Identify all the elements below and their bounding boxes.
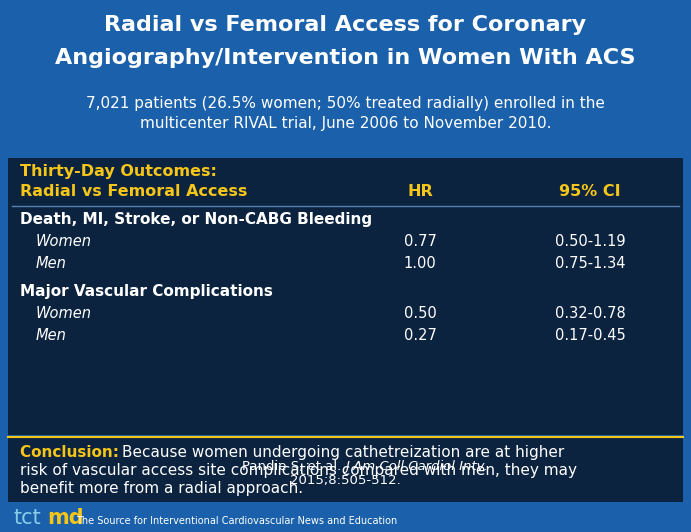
- Text: Conclusion:: Conclusion:: [20, 445, 129, 460]
- Text: md: md: [47, 508, 84, 528]
- Text: 2015;8:505-512.: 2015;8:505-512.: [290, 474, 401, 487]
- Bar: [8, 438, 683, 502]
- Text: Women: Women: [36, 306, 92, 321]
- Text: 0.50-1.19: 0.50-1.19: [555, 234, 625, 249]
- Text: 0.27: 0.27: [404, 328, 437, 343]
- Text: 1.00: 1.00: [404, 256, 437, 271]
- Text: Angiography/Intervention in Women With ACS: Angiography/Intervention in Women With A…: [55, 48, 636, 68]
- Text: J Am Coll Cardiol Intv.: J Am Coll Cardiol Intv.: [346, 460, 488, 473]
- Text: 0.77: 0.77: [404, 234, 437, 249]
- Text: Because women undergoing cathetreization are at higher: Because women undergoing cathetreization…: [122, 445, 565, 460]
- Bar: [8, 158, 683, 435]
- Text: Women: Women: [36, 234, 92, 249]
- Text: HR: HR: [407, 184, 433, 199]
- Text: 0.17-0.45: 0.17-0.45: [555, 328, 625, 343]
- Text: Major Vascular Complications: Major Vascular Complications: [20, 284, 273, 299]
- Text: risk of vascular access site complications compared with men, they may: risk of vascular access site complicatio…: [20, 463, 577, 478]
- Text: Pandie S, et al.: Pandie S, et al.: [242, 460, 346, 473]
- Text: Radial vs Femoral Access: Radial vs Femoral Access: [20, 184, 247, 199]
- Text: 0.75-1.34: 0.75-1.34: [555, 256, 625, 271]
- Text: The Source for Interventional Cardiovascular News and Education: The Source for Interventional Cardiovasc…: [76, 516, 397, 526]
- Text: Death, MI, Stroke, or Non-CABG Bleeding: Death, MI, Stroke, or Non-CABG Bleeding: [20, 212, 372, 227]
- Text: 0.32-0.78: 0.32-0.78: [555, 306, 625, 321]
- Bar: [0, 505, 691, 532]
- Text: tct: tct: [14, 508, 41, 528]
- Text: Thirty-Day Outcomes:: Thirty-Day Outcomes:: [20, 164, 217, 179]
- Text: Radial vs Femoral Access for Coronary: Radial vs Femoral Access for Coronary: [104, 15, 587, 35]
- Text: Men: Men: [36, 256, 67, 271]
- Text: 0.50: 0.50: [404, 306, 437, 321]
- Text: Men: Men: [36, 328, 67, 343]
- Text: benefit more from a radial approach.: benefit more from a radial approach.: [20, 481, 303, 496]
- Text: 95% CI: 95% CI: [559, 184, 621, 199]
- Text: 7,021 patients (26.5% women; 50% treated radially) enrolled in the: 7,021 patients (26.5% women; 50% treated…: [86, 96, 605, 111]
- Text: multicenter RIVAL trial, June 2006 to November 2010.: multicenter RIVAL trial, June 2006 to No…: [140, 116, 551, 131]
